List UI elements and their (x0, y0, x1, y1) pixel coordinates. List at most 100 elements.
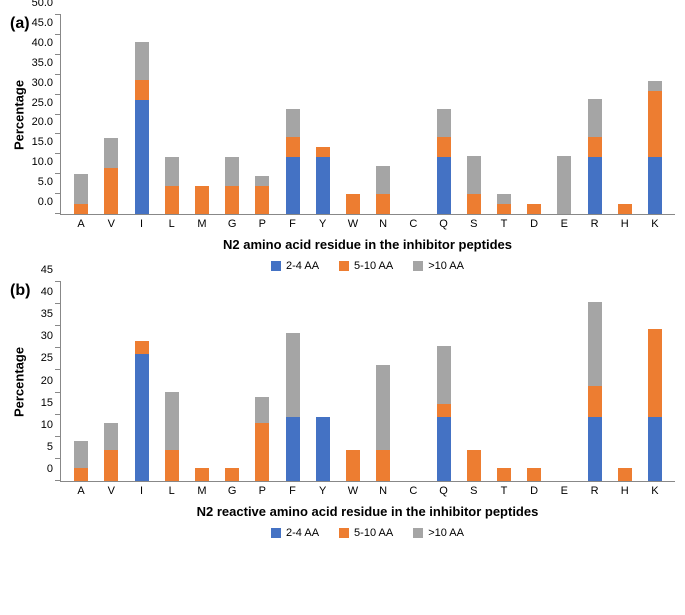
bar-segment-s1 (588, 157, 602, 214)
x-category-label: V (108, 218, 115, 230)
bar-segment-s2 (346, 194, 360, 214)
y-tick-label: 30 (41, 330, 53, 342)
stacked-bar (527, 204, 541, 214)
bar-segment-s2 (316, 147, 330, 157)
legend-swatch (339, 261, 349, 271)
bar-segment-s2 (376, 194, 390, 214)
y-tick-label: 40.0 (32, 37, 53, 49)
bar-segment-s3 (74, 174, 88, 204)
y-tick (55, 153, 61, 154)
y-tick-label: 20.0 (32, 116, 53, 128)
y-tick-label: 0 (47, 463, 53, 475)
bar-segment-s1 (135, 354, 149, 481)
stacked-bar (195, 186, 209, 214)
bar-slot: F (277, 15, 307, 214)
x-category-label: E (561, 485, 568, 497)
stacked-bar (437, 346, 451, 481)
stacked-bar (376, 365, 390, 481)
bar-segment-s1 (286, 417, 300, 481)
bar-segment-s2 (618, 204, 632, 214)
x-category-label: M (197, 218, 206, 230)
bar-segment-s3 (557, 156, 571, 214)
bar-slot: A (66, 15, 96, 214)
bar-segment-s2 (648, 329, 662, 418)
x-category-label: G (228, 485, 237, 497)
x-category-label: K (651, 218, 658, 230)
y-axis-label: Percentage (12, 346, 27, 416)
stacked-bar (618, 468, 632, 481)
bar-segment-s1 (316, 417, 330, 481)
legend-swatch (271, 528, 281, 538)
x-category-label: L (169, 218, 175, 230)
stacked-bar (588, 302, 602, 481)
y-tick (55, 54, 61, 55)
stacked-bar (346, 194, 360, 214)
bar-segment-s2 (346, 450, 360, 481)
bar-slot: C (398, 282, 428, 481)
bar-segment-s3 (648, 81, 662, 91)
y-tick-label: 5 (47, 441, 53, 453)
legend-label: 2-4 AA (286, 260, 319, 272)
bar-segment-s2 (74, 204, 88, 214)
bar-segment-s2 (437, 137, 451, 157)
bar-segment-s1 (437, 157, 451, 214)
x-category-label: G (228, 218, 237, 230)
legend-swatch (339, 528, 349, 538)
bar-slot: H (610, 15, 640, 214)
legend-item: >10 AA (413, 527, 464, 539)
legend-swatch (413, 528, 423, 538)
bar-segment-s2 (135, 80, 149, 100)
stacked-bar (527, 468, 541, 481)
y-tick-label: 10 (41, 419, 53, 431)
bar-segment-s2 (648, 91, 662, 157)
chart-area: Percentage0.05.010.015.020.025.030.035.0… (60, 15, 675, 215)
bar-segment-s2 (255, 186, 269, 214)
x-category-label: H (621, 218, 629, 230)
bar-segment-s3 (588, 302, 602, 386)
bar-segment-s2 (74, 468, 88, 481)
y-tick (55, 74, 61, 75)
chart-area: Percentage051015202530354045AVILMGPFYWNC… (60, 282, 675, 482)
stacked-bar (225, 157, 239, 214)
bar-slot: E (549, 282, 579, 481)
y-tick (55, 193, 61, 194)
bar-segment-s3 (286, 109, 300, 137)
legend-label: 2-4 AA (286, 527, 319, 539)
bar-slot: Q (428, 15, 458, 214)
y-axis-label: Percentage (12, 79, 27, 149)
bar-segment-s3 (104, 423, 118, 450)
y-tick-label: 35.0 (32, 57, 53, 69)
bar-segment-s1 (286, 157, 300, 214)
bar-segment-s3 (165, 392, 179, 450)
y-tick (55, 133, 61, 134)
stacked-bar (135, 341, 149, 481)
legend: 2-4 AA 5-10 AA >10 AA (60, 260, 675, 272)
bar-slot: K (640, 282, 670, 481)
y-tick-label: 45 (41, 264, 53, 276)
legend-label: >10 AA (428, 527, 464, 539)
bar-segment-s2 (195, 468, 209, 481)
stacked-bar (255, 176, 269, 214)
y-tick-label: 10.0 (32, 156, 53, 168)
legend-item: 5-10 AA (339, 260, 393, 272)
x-category-label: T (501, 218, 508, 230)
bar-segment-s3 (437, 109, 451, 137)
legend-label: >10 AA (428, 260, 464, 272)
stacked-bar (104, 138, 118, 214)
bar-segment-s2 (437, 404, 451, 417)
x-category-label: F (289, 485, 296, 497)
stacked-bar (497, 468, 511, 481)
bar-slot: M (187, 282, 217, 481)
y-tick-label: 25.0 (32, 97, 53, 109)
bar-segment-s2 (588, 386, 602, 417)
bar-slot: P (247, 282, 277, 481)
bar-slot: K (640, 15, 670, 214)
legend-item: 2-4 AA (271, 527, 319, 539)
bar-slot: G (217, 15, 247, 214)
bar-segment-s1 (135, 100, 149, 214)
bar-slot: V (96, 15, 126, 214)
legend-item: >10 AA (413, 260, 464, 272)
stacked-bar (648, 81, 662, 214)
legend-label: 5-10 AA (354, 527, 393, 539)
bar-segment-s2 (104, 450, 118, 481)
